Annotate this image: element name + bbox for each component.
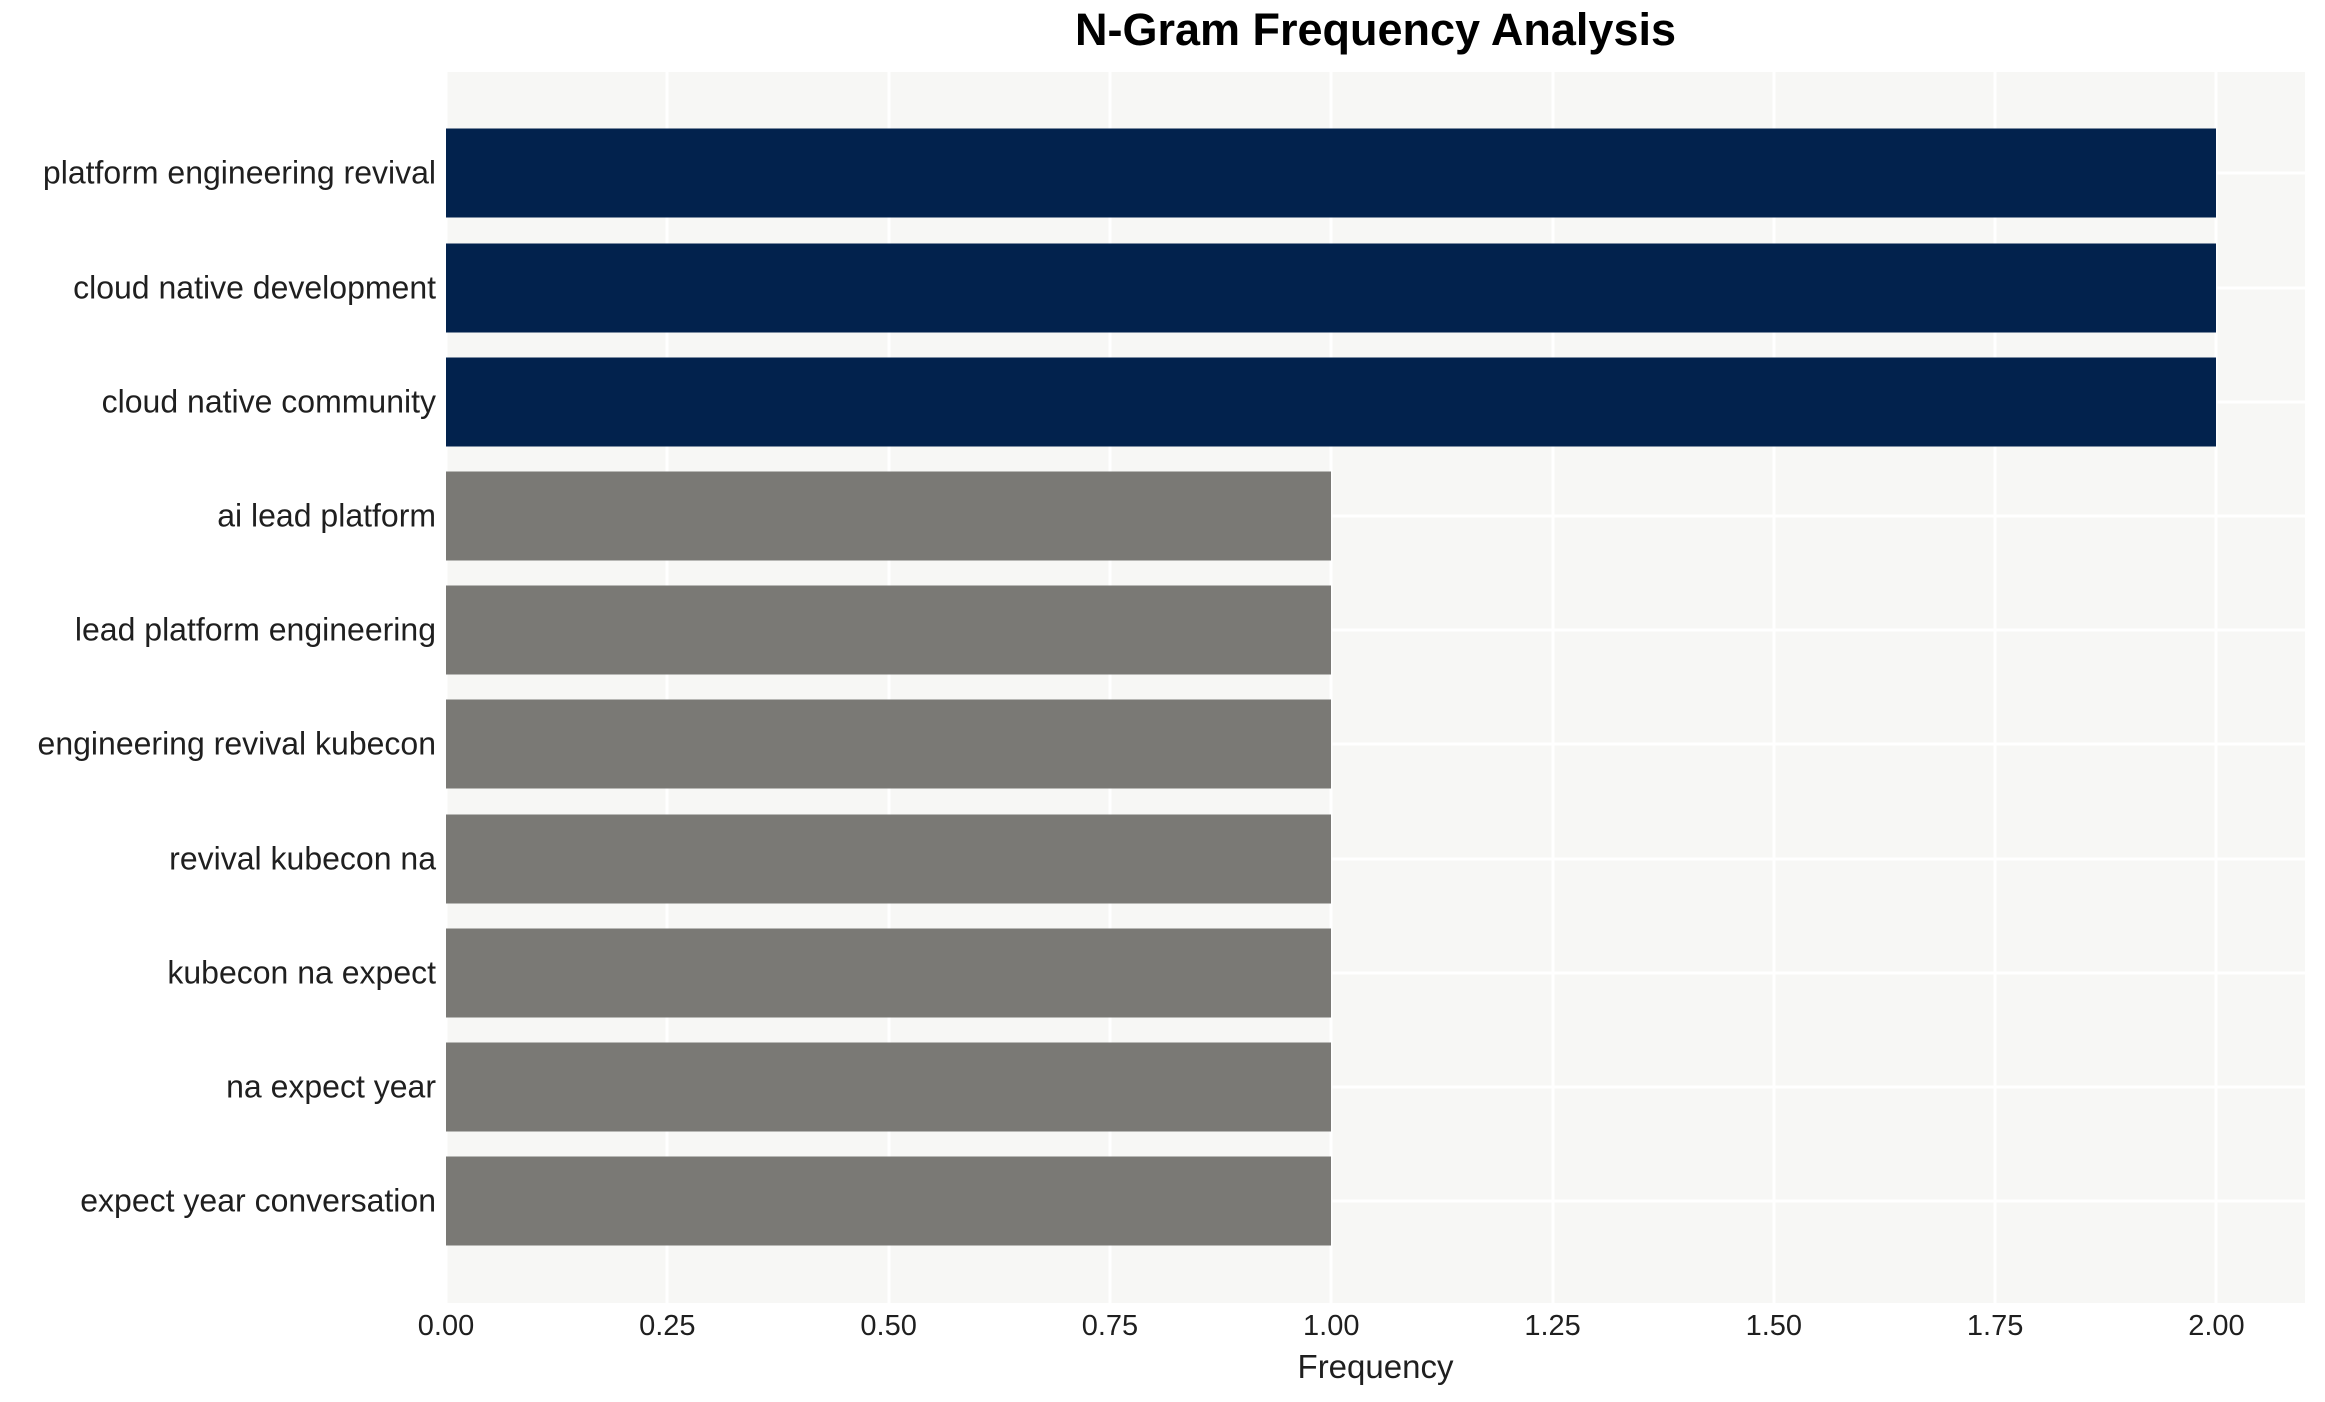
- h-gridline: [446, 857, 2305, 861]
- bar: [446, 585, 1332, 675]
- v-gridline: [446, 72, 448, 1303]
- y-tick-label: cloud native development: [73, 269, 436, 306]
- v-gridline: [1329, 72, 1333, 1303]
- bar: [446, 128, 2217, 218]
- x-tick-label: 1.25: [1524, 1310, 1581, 1342]
- x-tick-label: 1.50: [1745, 1310, 1803, 1342]
- x-tick-label: 0.25: [639, 1310, 696, 1342]
- bar: [446, 814, 1332, 904]
- y-tick-label: cloud native community: [101, 383, 436, 420]
- bar: [446, 357, 2217, 447]
- x-tick-label: 0.50: [860, 1310, 917, 1342]
- chart-title: N-Gram Frequency Analysis: [1074, 4, 1677, 55]
- h-gridline: [446, 628, 2305, 632]
- y-tick-label: lead platform engineering: [74, 611, 436, 648]
- v-gridline: [2214, 72, 2218, 1303]
- x-axis-label: Frequency: [1297, 1348, 1454, 1385]
- bar: [446, 699, 1332, 789]
- bar: [446, 1042, 1332, 1132]
- v-gridline: [1108, 72, 1112, 1303]
- x-tick-label: 0.75: [1081, 1310, 1139, 1342]
- x-tick-label: 0.00: [417, 1310, 475, 1342]
- v-gridline: [665, 72, 669, 1303]
- h-gridline: [446, 1085, 2305, 1089]
- v-gridline: [1772, 72, 1776, 1303]
- bar: [446, 471, 1332, 561]
- bar: [446, 243, 2217, 333]
- v-gridline: [1551, 72, 1555, 1303]
- y-tick-label: platform engineering revival: [42, 154, 436, 191]
- y-tick-label: na expect year: [226, 1068, 436, 1105]
- bar: [446, 1156, 1332, 1246]
- h-gridline: [446, 1199, 2305, 1203]
- bar: [446, 928, 1332, 1018]
- y-tick-label: expect year conversation: [80, 1182, 436, 1219]
- h-gridline: [446, 971, 2305, 975]
- v-gridline: [1993, 72, 1997, 1303]
- x-tick-label: 2.00: [2188, 1310, 2245, 1342]
- plot-area: [446, 72, 2305, 1303]
- y-tick-label: engineering revival kubecon: [37, 725, 436, 762]
- y-tick-label: revival kubecon na: [169, 840, 436, 877]
- v-gridline: [887, 72, 891, 1303]
- h-gridline: [446, 742, 2305, 746]
- x-tick-label: 1.00: [1303, 1310, 1360, 1342]
- y-tick-label: kubecon na expect: [167, 954, 436, 991]
- h-gridline: [446, 514, 2305, 518]
- y-tick-label: ai lead platform: [217, 497, 436, 534]
- x-tick-label: 1.75: [1966, 1310, 2024, 1342]
